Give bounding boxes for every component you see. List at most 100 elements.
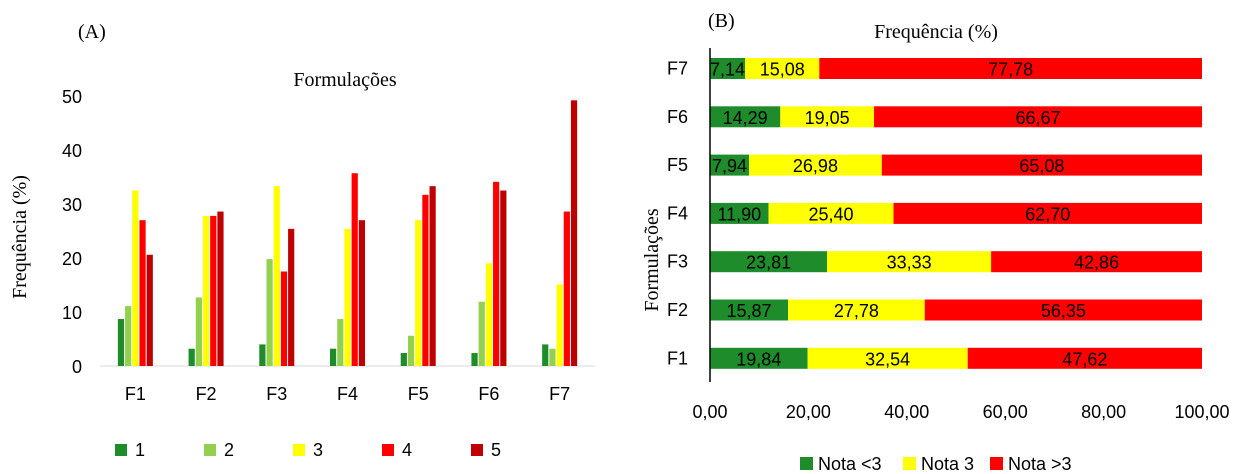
data-label-f6-nota-3: 66,67 [1016,108,1061,128]
legend-swatch-5 [471,444,483,456]
stacked-bar-f6-nota-3 [780,106,875,128]
panel-a-title: Formulações [293,69,397,91]
stacked-bar-f2-nota-3 [788,299,925,321]
legend-label-4: 4 [402,440,412,460]
panel-b-x-ticks: 0,00 20,00 40,00 60,00 80,00 100,00 [692,402,1229,422]
data-label-f7-nota-3: 77,78 [988,60,1033,80]
panel-b-category-label: F1 [667,348,688,368]
bar-f3-series-4 [280,271,288,366]
data-label-f4-nota-3: 62,70 [1025,204,1070,224]
bar-f7-series-4 [563,211,570,366]
bar-f2-series-4 [210,215,217,366]
legend-label-nota-3: Nota <3 [818,454,882,474]
panel-b-category-labels: F7 F6 F5 F4 F3 F2 F1 [667,59,688,369]
data-label-f4-nota-3: 11,90 [717,204,761,224]
stacked-bar-f5-nota-3 [749,154,882,176]
legend-label-nota-3: Nota >3 [1008,454,1072,474]
panel-b-category-label: F4 [667,203,688,223]
stacked-bar-f5-nota-3 [881,154,1202,176]
stacked-bar-f7-nota-3 [745,58,820,79]
bar-f5-series-3 [415,220,422,366]
panel-a-legend: 1 2 3 4 5 [115,440,501,460]
panel-b-x-tick-label: 40,00 [884,402,929,422]
bar-f1-series-2 [125,306,132,366]
bar-f7-series-2 [549,348,556,366]
panel-b: (B) Frequência (%) Formulações 7,14 15,08… [641,10,1230,474]
panel-b-x-tick-label: 80,00 [1081,402,1126,422]
bar-f5-series-4 [422,194,429,366]
legend-swatch-2 [204,444,216,456]
legend-swatch-3 [293,444,305,456]
stacked-bar-f3-nota-3 [827,251,992,273]
panel-a-label: (A) [78,21,106,43]
stacked-bar-f7-nota-3 [819,58,1202,79]
legend-swatch-nota-3 [990,457,1003,470]
data-label-f4-nota-3: 25,40 [809,204,854,224]
panel-a-x-tick-label: F6 [478,384,499,404]
legend-swatch-4 [382,444,394,456]
stacked-bar-f6-nota-3 [874,106,1203,128]
panel-a-x-tick-label: F3 [266,384,287,404]
panel-a-y-axis-label: Frequência (%) [9,175,31,299]
stacked-bar-f1-nota-3 [807,347,968,369]
bar-f1-series-3 [132,190,139,366]
data-label-f2-nota-3: 56,35 [1041,301,1086,321]
data-label-f3-nota-3: 42,86 [1074,253,1119,273]
bar-f7-series-3 [556,284,563,366]
stacked-bar-f3-nota-3 [710,251,828,273]
panel-b-bars: 7,14 15,08 77,78 14,29 19,05 66,67 7,94 26,98 65… [710,58,1203,369]
panel-b-category-label: F7 [667,59,688,79]
bar-f6-series-5 [500,190,507,366]
stacked-bar-f1-nota-3 [710,347,808,369]
bar-f3-series-5 [288,228,295,366]
panel-b-legend: Nota <3 Nota 3 Nota >3 [800,454,1072,474]
panel-b-y-axis-label: Formulações [641,208,663,312]
panel-a-x-tick-label: F7 [549,384,570,404]
data-label-f5-nota-3: 65,08 [1019,156,1064,176]
bar-f1-series-5 [146,254,153,366]
legend-label-2: 2 [224,440,234,460]
panel-b-title: Frequência (%) [874,21,998,43]
data-label-f6-nota-3: 19,05 [805,108,850,128]
bar-f2-series-2 [195,297,202,366]
bar-f2-series-3 [202,215,210,366]
panel-a-y-tick-label: 20 [62,249,82,269]
panel-a-bars [117,100,578,366]
stacked-bar-f4-nota-3 [768,202,894,224]
legend-label-nota-3: Nota 3 [921,454,974,474]
data-label-f7-nota-3: 7,14 [710,60,745,80]
bar-f1-series-1 [117,319,125,366]
stacked-bar-f3-nota-3 [991,251,1202,273]
stacked-bar-f2-nota-3 [924,299,1202,321]
panel-a-x-ticks: F1 F2 F3 F4 F5 F6 F7 [125,384,570,404]
data-label-f7-nota-3: 15,08 [760,60,805,80]
bar-f4-series-1 [330,348,337,366]
data-label-f5-nota-3: 7,94 [712,156,747,176]
stacked-bar-f7-nota-3 [710,58,746,79]
legend-swatch-nota-3 [800,457,813,470]
bar-f2-series-1 [188,348,195,366]
data-label-f3-nota-3: 23,81 [746,253,791,273]
stacked-bar-f5-nota-3 [710,154,750,176]
bar-f3-series-3 [273,186,280,366]
bar-f3-series-1 [259,344,266,366]
panel-a-y-tick-label: 10 [62,303,82,323]
panel-a-x-tick-label: F4 [337,384,358,404]
panel-a-x-tick-label: F5 [408,384,429,404]
bar-f6-series-1 [471,353,478,366]
panel-a-y-tick-label: 0 [72,357,82,377]
stacked-bar-f4-nota-3 [893,202,1202,224]
panel-a: (A) Formulações Frequência (%) 010203040… [9,21,595,460]
legend-swatch-nota-3 [903,457,916,470]
data-label-f1-nota-3: 19,84 [736,349,781,369]
bar-f6-series-3 [485,263,493,366]
bar-f7-series-1 [542,344,549,366]
panel-b-category-label: F6 [667,107,688,127]
legend-label-3: 3 [313,440,323,460]
bar-f4-series-3 [344,228,351,366]
bar-f3-series-2 [266,259,273,366]
data-label-f3-nota-3: 33,33 [887,253,932,273]
bar-f7-series-5 [570,100,578,366]
panel-a-y-ticks: 0 10 20 30 40 50 [62,87,82,377]
